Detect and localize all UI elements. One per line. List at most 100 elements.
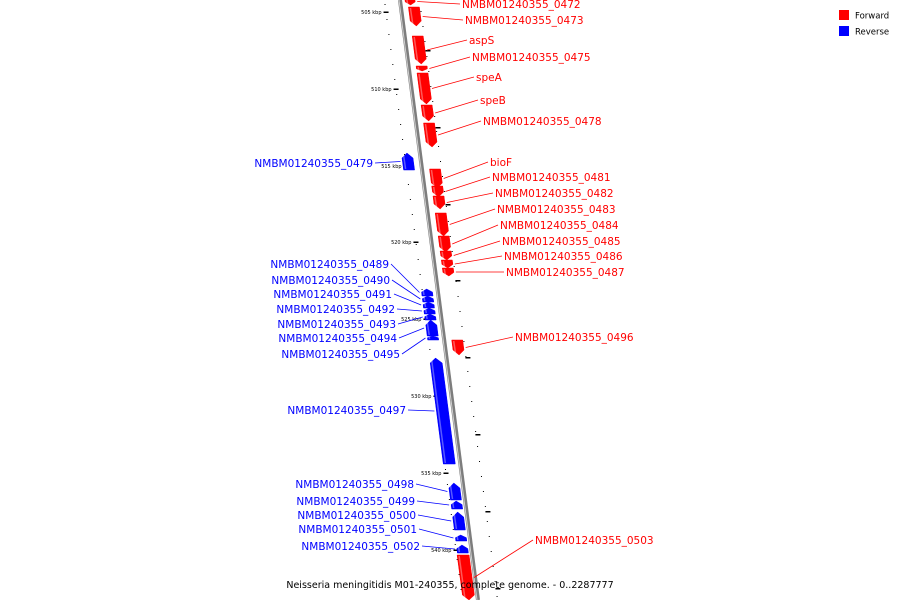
- gene-label: NMBM01240355_0500: [297, 510, 416, 522]
- gene-leader-line: [417, 514, 452, 522]
- forward-gene-arrow: [439, 250, 453, 261]
- gene-leader-line: [452, 224, 499, 245]
- legend-reverse-swatch: [839, 26, 849, 36]
- forward-gene-arrow: [416, 72, 432, 105]
- leader-lines: [374, 1, 534, 578]
- gene-label: NMBM01240355_0482: [495, 188, 614, 200]
- gene-leader-line: [418, 528, 454, 539]
- gene-label: NMBM01240355_0484: [500, 220, 619, 232]
- reverse-gene-arrow: [448, 482, 462, 501]
- gene-leader-line: [426, 39, 468, 51]
- gene-label: NMBM01240355_0483: [497, 204, 616, 216]
- gene-label: NMBM01240355_0479: [254, 158, 373, 170]
- gene-label: speA: [476, 72, 503, 84]
- gene-label: NMBM01240355_0496: [515, 332, 634, 344]
- gene-leader-line: [391, 279, 421, 300]
- gene-leader-line: [396, 308, 422, 312]
- scale-tick-label: 535 kbp: [421, 471, 441, 477]
- scale-tick-label: 515 kbp: [381, 164, 401, 170]
- gene-leader-line: [422, 16, 464, 21]
- forward-gene-arrow: [415, 65, 428, 72]
- forward-gene-arrow: [408, 6, 422, 27]
- gene-label: NMBM01240355_0490: [271, 275, 390, 287]
- gene-leader-line: [416, 500, 450, 506]
- backbone-minor-ticks: [384, 4, 498, 597]
- gene-label: NMBM01240355_0494: [278, 333, 397, 345]
- gene-leader-line: [393, 293, 422, 306]
- scale-tick-mark: [393, 88, 399, 90]
- forward-gene-arrow: [411, 35, 427, 65]
- gene-label: NMBM01240355_0499: [296, 496, 415, 508]
- gene-label: NMBM01240355_0486: [504, 251, 623, 263]
- forward-gene-arrow: [451, 339, 465, 356]
- forward-gene-arrow: [442, 267, 455, 277]
- forward-gene-arrow: [404, 0, 416, 6]
- reverse-gene-arrow: [401, 152, 415, 171]
- gene-leader-line: [449, 208, 496, 225]
- gene-features: [401, 0, 475, 600]
- gene-label: NMBM01240355_0502: [301, 541, 420, 553]
- legend: Forward Reverse: [839, 10, 889, 38]
- legend-reverse-label: Reverse: [855, 28, 889, 38]
- forward-gene-arrow: [429, 168, 443, 189]
- scale-tick-label: 510 kbp: [371, 87, 391, 93]
- reverse-gene-arrow: [452, 511, 466, 531]
- scale-tick-mark: [453, 549, 459, 551]
- scale-tick-mark: [413, 241, 419, 243]
- scale-tick-mark: [425, 50, 431, 52]
- gene-label: NMBM01240355_0492: [276, 304, 395, 316]
- gene-leader-line: [445, 176, 491, 192]
- map-caption: Neisseria meningitidis M01-240355, compl…: [286, 580, 613, 591]
- gene-leader-line: [429, 56, 471, 69]
- gene-leader-line: [465, 336, 514, 348]
- forward-gene-arrow: [441, 259, 454, 269]
- scale-tick-mark: [465, 357, 471, 359]
- scale-ticks: 505 kbp 510 kbp 515 kbp 520 kbp 525 kbp 530 k…: [361, 10, 501, 590]
- scale-tick-mark: [435, 127, 441, 129]
- genome-backbone: [398, 0, 480, 600]
- gene-leader-line: [443, 161, 489, 179]
- scale-tick-label: 525 kbp: [401, 317, 421, 323]
- forward-gene-arrow: [434, 212, 449, 237]
- gene-label: NMBM01240355_0472: [462, 0, 581, 11]
- scale-tick-mark: [443, 472, 449, 474]
- scale-tick-mark: [383, 11, 389, 13]
- gene-leader-line: [401, 337, 426, 355]
- gene-leader-line: [473, 539, 534, 578]
- legend-forward-swatch: [839, 10, 849, 20]
- gene-label: speB: [480, 95, 506, 107]
- gene-label: NMBM01240355_0487: [506, 267, 625, 279]
- gene-leader-line: [415, 483, 448, 492]
- forward-gene-arrow: [431, 185, 444, 198]
- gene-label: NMBM01240355_0489: [270, 259, 389, 271]
- scale-tick-mark: [485, 511, 491, 513]
- reverse-gene-arrow: [429, 357, 456, 465]
- scale-tick-mark: [445, 204, 451, 206]
- scale-tick-label: 520 kbp: [391, 240, 411, 246]
- gene-leader-line: [454, 255, 503, 265]
- gene-label: NMBM01240355_0491: [273, 289, 392, 301]
- scale-tick-mark: [455, 280, 461, 282]
- legend-forward-label: Forward: [855, 12, 889, 22]
- gene-label: NMBM01240355_0473: [465, 15, 584, 27]
- gene-label: NMBM01240355_0495: [281, 349, 400, 361]
- gene-leader-line: [421, 545, 455, 550]
- gene-leader-line: [417, 1, 461, 5]
- gene-label: NMBM01240355_0498: [295, 479, 414, 491]
- scale-tick-mark: [475, 434, 481, 436]
- gene-label: NMBM01240355_0503: [535, 535, 654, 547]
- scale-tick-mark: [495, 588, 501, 590]
- reverse-gene-arrow: [427, 335, 439, 341]
- reverse-gene-arrow: [456, 544, 469, 554]
- gene-leader-line: [407, 409, 435, 412]
- forward-gene-arrow: [456, 554, 475, 600]
- gene-label: NMBM01240355_0475: [472, 52, 591, 64]
- gene-leader-line: [390, 263, 420, 293]
- gene-label: NMBM01240355_0478: [483, 116, 602, 128]
- gene-leader-line: [374, 161, 401, 164]
- scale-tick-label: 540 kbp: [431, 548, 451, 554]
- forward-gene-arrow: [432, 195, 446, 210]
- gene-labels: NMBM01240355_0472 NMBM01240355_0473 aspS NM…: [254, 0, 653, 553]
- gene-label: NMBM01240355_0497: [287, 405, 406, 417]
